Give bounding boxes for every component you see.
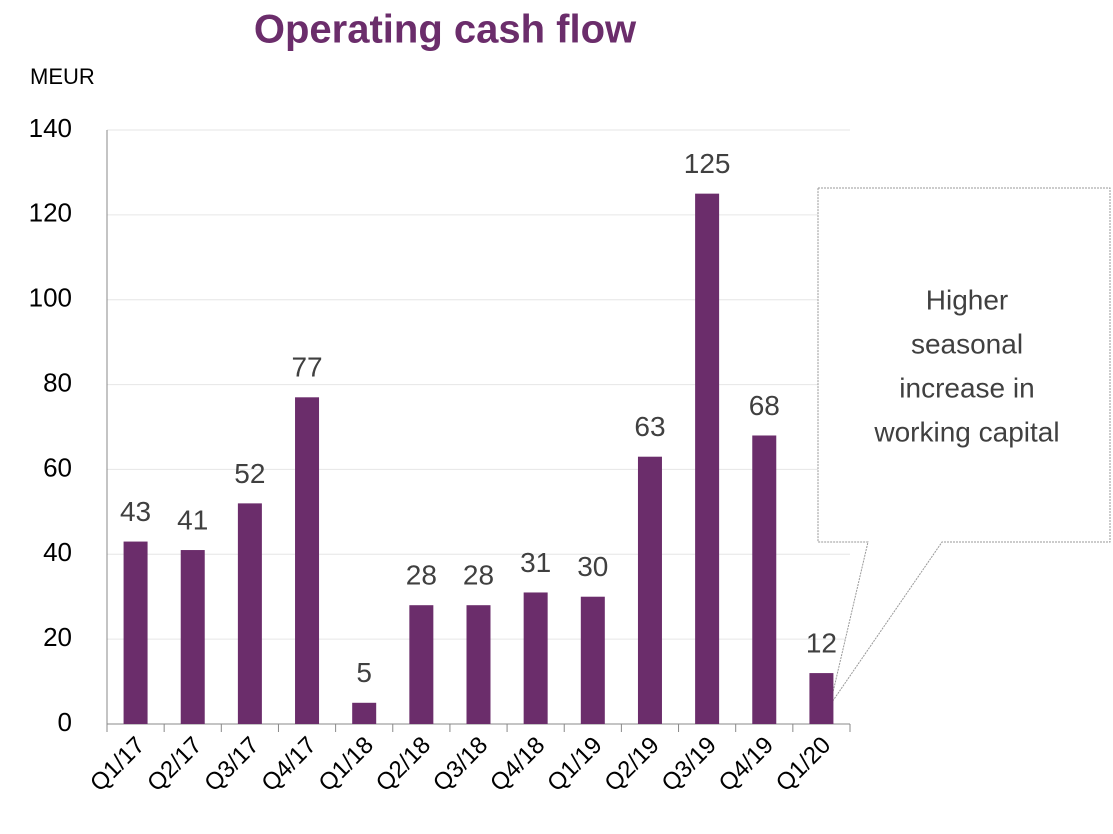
value-label: 63 (634, 411, 665, 442)
x-tick-label: Q1/19 (542, 732, 607, 797)
bar (237, 503, 262, 724)
value-label: 125 (684, 148, 731, 179)
chart-title: Operating cash flow (254, 8, 637, 52)
value-label: 30 (577, 551, 608, 582)
bar (695, 193, 720, 725)
bar (580, 596, 605, 724)
y-tick-label: 120 (29, 198, 72, 228)
x-tick-label: Q4/19 (714, 732, 779, 797)
annotation: seasonal (911, 328, 1023, 359)
bar (352, 702, 377, 724)
x-tick-label: Q2/17 (142, 732, 207, 797)
bar (809, 673, 834, 724)
y-tick-label: 60 (43, 452, 72, 482)
value-label: 28 (463, 560, 494, 591)
y-tick-label: 100 (29, 283, 72, 313)
value-label: 52 (234, 458, 265, 489)
x-tick-label: Q1/17 (85, 732, 150, 797)
x-tick-label: Q2/19 (599, 732, 664, 797)
y-tick-label: 80 (43, 367, 72, 397)
value-label: 41 (177, 504, 208, 535)
bar (180, 550, 205, 724)
y-tick-label: 40 (43, 537, 72, 567)
value-label: 43 (120, 496, 151, 527)
x-tick-label: Q4/18 (485, 732, 550, 797)
x-tick-label: Q3/18 (428, 732, 493, 797)
x-tick-label: Q2/18 (371, 732, 436, 797)
bar (637, 456, 662, 724)
value-label: 77 (291, 352, 322, 383)
y-axis-label: MEUR (30, 64, 95, 89)
value-label: 68 (749, 390, 780, 421)
annotation: working capital (873, 416, 1059, 447)
bar (409, 605, 434, 724)
x-tick-label: Q1/20 (771, 732, 836, 797)
annotation: increase in (899, 372, 1034, 403)
bar (523, 592, 548, 724)
x-tick-label: Q3/17 (199, 732, 264, 797)
callout-box (817, 187, 1111, 706)
y-tick-label: 140 (29, 113, 72, 143)
x-tick-label: Q1/18 (314, 732, 379, 797)
annotation: Higher (926, 284, 1008, 315)
y-tick-label: 20 (43, 622, 72, 652)
value-label: 12 (806, 627, 837, 658)
y-tick-label: 0 (58, 707, 72, 737)
bar (123, 541, 148, 724)
bar (295, 397, 320, 724)
value-label: 31 (520, 547, 551, 578)
bar (752, 435, 777, 724)
value-label: 5 (356, 657, 372, 688)
bar (466, 605, 491, 724)
x-tick-label: Q4/17 (256, 732, 321, 797)
value-label: 28 (406, 560, 437, 591)
x-tick-label: Q3/19 (657, 732, 722, 797)
